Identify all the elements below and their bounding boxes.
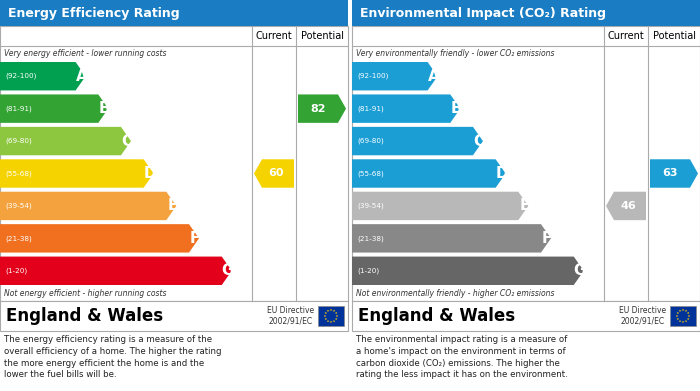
Text: (21-38): (21-38): [357, 235, 384, 242]
Bar: [318, 306, 344, 326]
Text: (21-38): (21-38): [5, 235, 32, 242]
Text: E: E: [167, 198, 178, 213]
Text: G: G: [221, 263, 234, 278]
Polygon shape: [677, 318, 679, 320]
Polygon shape: [352, 159, 505, 188]
Polygon shape: [325, 318, 327, 320]
Text: C: C: [121, 134, 132, 149]
Polygon shape: [0, 159, 153, 188]
Text: F: F: [190, 231, 200, 246]
Text: F: F: [542, 231, 552, 246]
Text: Potential: Potential: [300, 31, 344, 41]
Text: Current: Current: [256, 31, 293, 41]
Text: The environmental impact rating is a measure of
a home's impact on the environme: The environmental impact rating is a mea…: [356, 335, 568, 379]
Text: B: B: [99, 101, 110, 116]
Text: A: A: [428, 69, 440, 84]
Text: D: D: [496, 166, 508, 181]
Polygon shape: [685, 320, 687, 322]
Polygon shape: [677, 312, 679, 314]
Polygon shape: [685, 310, 687, 312]
Polygon shape: [682, 321, 684, 323]
Polygon shape: [330, 309, 332, 311]
Polygon shape: [688, 315, 690, 317]
Polygon shape: [330, 321, 332, 323]
Polygon shape: [336, 315, 338, 317]
Polygon shape: [332, 310, 335, 312]
Polygon shape: [352, 224, 551, 253]
Polygon shape: [0, 224, 199, 253]
Polygon shape: [0, 127, 131, 155]
Polygon shape: [0, 256, 232, 285]
Text: (69-80): (69-80): [357, 138, 384, 144]
Text: Very energy efficient - lower running costs: Very energy efficient - lower running co…: [4, 48, 167, 57]
Polygon shape: [352, 62, 438, 90]
Polygon shape: [352, 95, 461, 123]
Text: (55-68): (55-68): [5, 170, 32, 177]
Polygon shape: [679, 310, 681, 312]
Bar: [670, 306, 696, 326]
Text: 82: 82: [310, 104, 326, 114]
Polygon shape: [327, 310, 329, 312]
Text: C: C: [473, 134, 484, 149]
Bar: [352, 301, 700, 331]
Polygon shape: [0, 62, 85, 90]
Polygon shape: [352, 256, 584, 285]
Polygon shape: [606, 192, 646, 220]
Text: (81-91): (81-91): [357, 106, 384, 112]
Text: (39-54): (39-54): [357, 203, 384, 209]
Polygon shape: [352, 192, 528, 220]
Text: B: B: [451, 101, 462, 116]
Text: Potential: Potential: [652, 31, 696, 41]
Polygon shape: [325, 312, 327, 314]
Bar: [0, 26, 348, 301]
Text: Energy Efficiency Rating: Energy Efficiency Rating: [8, 7, 180, 20]
Polygon shape: [0, 95, 108, 123]
Text: G: G: [573, 263, 586, 278]
Text: (1-20): (1-20): [5, 267, 27, 274]
Text: A: A: [76, 69, 88, 84]
Polygon shape: [679, 320, 681, 322]
Polygon shape: [352, 127, 483, 155]
Polygon shape: [327, 320, 329, 322]
Text: England & Wales: England & Wales: [6, 307, 163, 325]
Text: D: D: [144, 166, 156, 181]
Text: England & Wales: England & Wales: [358, 307, 515, 325]
Text: EU Directive
2002/91/EC: EU Directive 2002/91/EC: [619, 306, 666, 326]
Bar: [0, 301, 348, 331]
Text: 63: 63: [662, 169, 678, 179]
Bar: [352, 26, 700, 301]
Text: Current: Current: [608, 31, 645, 41]
Text: (92-100): (92-100): [5, 73, 36, 79]
Polygon shape: [682, 309, 684, 311]
Text: Not energy efficient - higher running costs: Not energy efficient - higher running co…: [4, 289, 167, 298]
Text: (69-80): (69-80): [5, 138, 32, 144]
Bar: [352, 0, 700, 26]
Text: 46: 46: [620, 201, 636, 211]
Text: The energy efficiency rating is a measure of the
overall efficiency of a home. T: The energy efficiency rating is a measur…: [4, 335, 221, 379]
Text: Not environmentally friendly - higher CO₂ emissions: Not environmentally friendly - higher CO…: [356, 289, 554, 298]
Polygon shape: [324, 315, 326, 317]
Polygon shape: [335, 318, 337, 320]
Text: (1-20): (1-20): [357, 267, 379, 274]
Polygon shape: [0, 192, 176, 220]
Polygon shape: [298, 95, 346, 123]
Text: Very environmentally friendly - lower CO₂ emissions: Very environmentally friendly - lower CO…: [356, 48, 554, 57]
Text: (81-91): (81-91): [5, 106, 32, 112]
Polygon shape: [650, 159, 698, 188]
Text: Environmental Impact (CO₂) Rating: Environmental Impact (CO₂) Rating: [360, 7, 606, 20]
Polygon shape: [332, 320, 335, 322]
Polygon shape: [335, 312, 337, 314]
Polygon shape: [254, 159, 294, 188]
Text: (39-54): (39-54): [5, 203, 32, 209]
Text: (92-100): (92-100): [357, 73, 388, 79]
Text: 60: 60: [268, 169, 284, 179]
Bar: [0, 0, 348, 26]
Polygon shape: [687, 312, 689, 314]
Polygon shape: [687, 318, 689, 320]
Text: EU Directive
2002/91/EC: EU Directive 2002/91/EC: [267, 306, 314, 326]
Polygon shape: [676, 315, 678, 317]
Text: E: E: [519, 198, 529, 213]
Text: (55-68): (55-68): [357, 170, 384, 177]
